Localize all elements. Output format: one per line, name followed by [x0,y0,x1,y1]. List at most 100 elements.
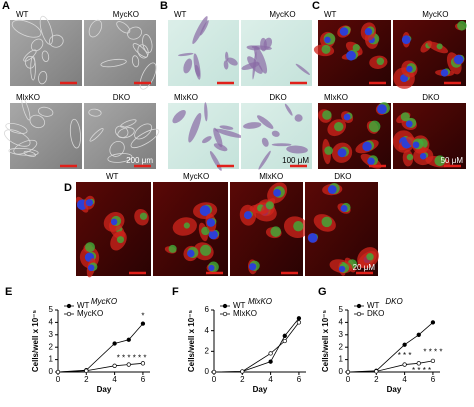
nucleus [273,189,281,197]
data-point [140,321,146,326]
mitochondria [352,44,360,52]
y-tick-label: 1 [49,355,54,364]
legend-label: MlxKO [233,309,257,318]
micrograph [76,182,151,278]
legend-marker [356,303,362,309]
series-line [213,322,300,373]
data-point [402,342,407,347]
x-tick-label: 4 [268,375,273,384]
mitochondria [324,146,333,155]
mitochondria [457,20,467,31]
cell [38,70,48,85]
nucleus [337,148,347,158]
cell [243,122,262,129]
y-tick-label: 0 [205,367,210,376]
y-tick-label: 3 [339,330,344,339]
image-label: WT [324,10,337,19]
cell [131,55,140,68]
micrograph [392,103,466,169]
image-label: DKO [113,93,130,102]
mitochondria [322,110,332,120]
cell [271,143,292,147]
nucleus [87,264,95,272]
nucleus [248,263,257,271]
cell [183,58,193,74]
image-label: MlxKO [16,93,40,102]
mitochondria [183,222,190,229]
annotation: * * * * [412,366,431,375]
legend-marker [222,303,228,309]
legend-label: MycKO [77,309,103,318]
data-point [282,338,287,344]
panel-letter: F [172,286,179,298]
nucleus [346,50,356,61]
cell [132,43,148,58]
cell [295,63,310,75]
data-point [268,359,273,364]
nucleus [307,233,318,243]
nucleus [327,185,337,194]
mitochondria [321,216,333,228]
cell [8,147,39,156]
scale-label: 50 μM [441,156,464,165]
cell [214,128,243,138]
data-point [112,363,117,368]
y-tick-label: 4 [49,318,54,327]
mitochondria [406,153,414,161]
micrograph [10,15,82,86]
micrograph [84,19,157,90]
y-tick-label: 4 [339,318,344,327]
micrograph [153,182,228,276]
mitochondria [376,57,385,66]
data-point [268,351,273,356]
cell [271,130,280,137]
nucleus [406,65,413,73]
nucleus [340,205,348,212]
cell [223,60,229,70]
scale-label: 100 μM [282,156,309,165]
y-tick-label: 0 [339,367,344,376]
mitochondria [436,43,443,50]
cell [49,34,64,48]
legend-label: DKO [367,309,384,318]
cell [201,136,212,144]
cell [11,19,42,38]
annotation: * * * * [423,347,442,356]
x-tick-label: 2 [84,375,89,384]
cell [227,57,238,66]
micrograph [84,103,160,169]
nucleus [377,104,387,115]
image-background [84,20,156,86]
legend-marker [356,311,362,317]
y-tick-label: 0 [49,367,54,376]
mitochondria [400,112,410,122]
nucleus [362,141,372,152]
x-tick-label: 0 [212,375,217,384]
nucleus [110,218,118,226]
data-point [240,369,245,374]
nucleus [206,218,216,227]
cell [199,20,209,36]
mitochondria [200,244,212,256]
image-label: WT [16,10,29,19]
mitochondria [368,120,381,133]
image-label: MlxKO [259,172,283,181]
cell [13,139,38,155]
cell [257,115,274,129]
micrograph [241,20,312,86]
legend-label: WT [77,301,90,310]
nucleus [324,36,331,44]
cell [37,106,54,117]
cell [107,153,133,163]
mitochondria [293,221,304,232]
x-tick-label: 4 [402,375,407,384]
mitochondria [84,242,96,253]
image-label: DKO [269,93,286,102]
chart-title: MlxKO [248,297,272,306]
x-tick-label: 0 [56,375,61,384]
data-point [402,362,407,367]
mitochondria [116,236,125,244]
nucleus [412,141,420,149]
nucleus [243,211,252,220]
